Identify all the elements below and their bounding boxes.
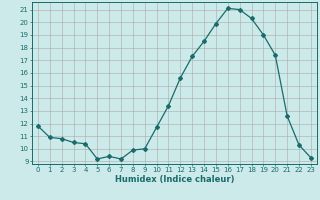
- X-axis label: Humidex (Indice chaleur): Humidex (Indice chaleur): [115, 175, 234, 184]
